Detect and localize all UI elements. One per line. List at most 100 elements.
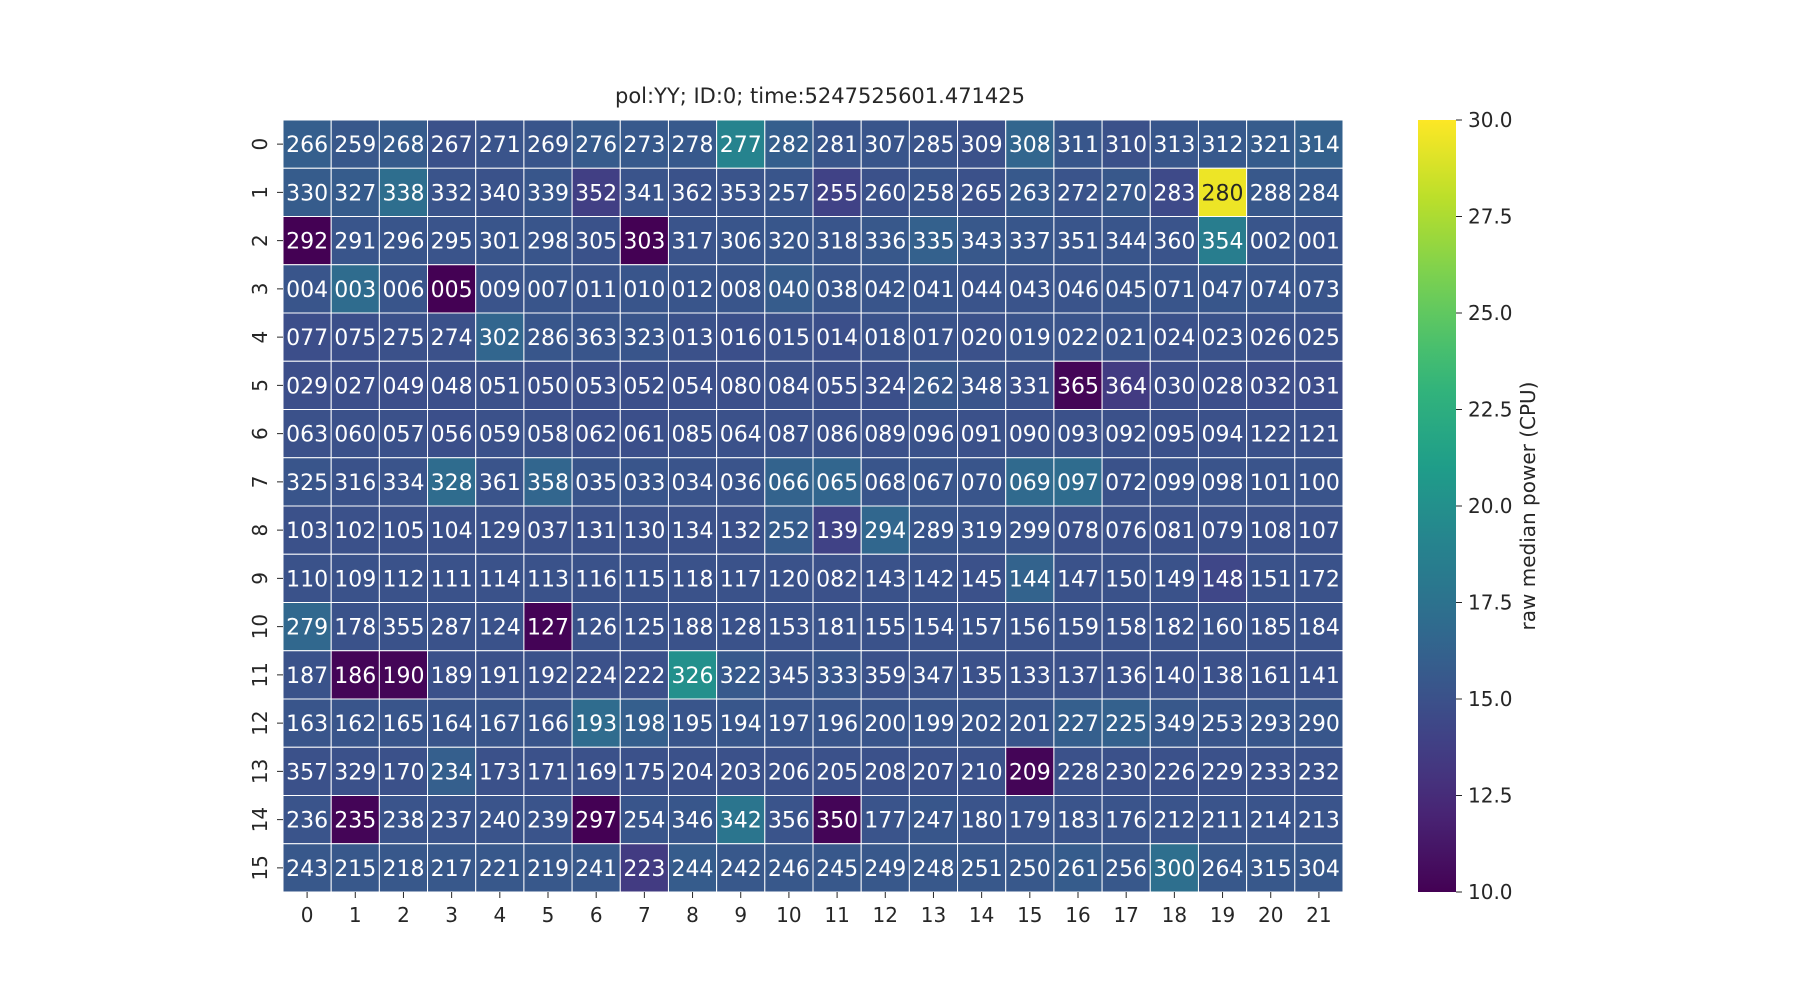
cell-annotation: 215 (334, 857, 376, 882)
cell-annotation: 227 (1057, 712, 1099, 737)
heatmap-cell (908, 843, 959, 893)
heatmap-cell (1053, 312, 1103, 362)
cell-annotation: 161 (1250, 664, 1292, 689)
y-tick-label: 7 (248, 476, 272, 489)
cell-annotation: 210 (961, 760, 1003, 785)
cell-annotation: 245 (816, 857, 858, 882)
cell-annotation: 269 (527, 133, 569, 158)
cell-annotation: 006 (382, 278, 424, 303)
cell-annotation: 045 (1105, 278, 1147, 303)
heatmap-cell (1053, 216, 1103, 266)
heatmap-cell (764, 312, 814, 362)
cell-annotation: 316 (334, 471, 376, 496)
cell-annotation: 290 (1298, 712, 1340, 737)
heatmap-cell (378, 650, 429, 700)
cell-annotation: 288 (1250, 181, 1292, 206)
cell-annotation: 284 (1298, 181, 1340, 206)
heatmap-cell (1246, 843, 1296, 893)
cell-annotation: 109 (334, 567, 376, 592)
heatmap-cell (1294, 650, 1344, 700)
heatmap-cell (571, 602, 621, 652)
heatmap-cell (1294, 553, 1344, 603)
cell-annotation: 026 (1250, 326, 1292, 351)
cell-annotation: 299 (1009, 519, 1051, 544)
y-tick-label: 5 (248, 379, 272, 392)
heatmap-cell (523, 457, 573, 507)
cell-annotation: 143 (864, 567, 906, 592)
heatmap-cell (378, 360, 429, 410)
heatmap-cell (619, 119, 669, 169)
x-tick-label: 17 (1113, 903, 1138, 927)
cell-annotation: 242 (720, 857, 762, 882)
cell-annotation: 308 (1009, 133, 1051, 158)
cell-annotation: 100 (1298, 471, 1340, 496)
cell-annotation: 226 (1153, 760, 1195, 785)
cell-annotation: 333 (816, 664, 858, 689)
cell-annotation: 180 (961, 809, 1003, 834)
heatmap-cell (908, 602, 959, 652)
heatmap-cell (1005, 409, 1055, 459)
heatmap-cell (1294, 312, 1344, 362)
cell-annotation: 054 (672, 374, 714, 399)
cell-annotation: 282 (768, 133, 810, 158)
cell-annotation: 233 (1250, 760, 1292, 785)
heatmap-cell (523, 505, 573, 555)
cell-annotation: 154 (912, 616, 954, 641)
cell-annotation: 327 (334, 181, 376, 206)
cell-annotation: 309 (961, 133, 1003, 158)
cell-annotation: 074 (1250, 278, 1292, 303)
cell-annotation: 296 (382, 230, 424, 255)
cell-annotation: 263 (1009, 181, 1051, 206)
heatmap-cell (1053, 409, 1103, 459)
cell-annotation: 165 (382, 712, 424, 737)
heatmap-cell (716, 553, 766, 603)
cell-annotation: 304 (1298, 857, 1340, 882)
heatmap-cell (667, 312, 718, 362)
x-tick-label: 6 (590, 903, 603, 927)
heatmap-cell (1294, 843, 1344, 893)
heatmap-cell (908, 553, 959, 603)
cell-annotation: 232 (1298, 760, 1340, 785)
y-tick-label: 14 (248, 807, 272, 832)
cell-annotation: 015 (768, 326, 810, 351)
cell-annotation: 314 (1298, 133, 1340, 158)
y-tick-label: 13 (248, 759, 272, 784)
cell-annotation: 205 (816, 760, 858, 785)
x-tick-label: 18 (1162, 903, 1187, 927)
cell-annotation: 194 (720, 712, 762, 737)
heatmap-cell (427, 216, 477, 266)
heatmap-cell (523, 264, 573, 314)
cell-annotation: 065 (816, 471, 858, 496)
heatmap-cell (908, 119, 959, 169)
cell-annotation: 120 (768, 567, 810, 592)
cell-annotation: 099 (1153, 471, 1195, 496)
cell-annotation: 042 (864, 278, 906, 303)
heatmap-cell (716, 409, 766, 459)
cell-annotation: 277 (720, 133, 762, 158)
cell-annotation: 086 (816, 423, 858, 448)
cell-annotation: 250 (1009, 857, 1051, 882)
heatmap-cell (1294, 795, 1344, 845)
cell-annotation: 102 (334, 519, 376, 544)
heatmap-cell (282, 505, 332, 555)
cell-annotation: 076 (1105, 519, 1147, 544)
heatmap-cell (1101, 167, 1151, 217)
cell-annotation: 208 (864, 760, 906, 785)
cell-annotation: 197 (768, 712, 810, 737)
cell-annotation: 230 (1105, 760, 1147, 785)
heatmap-cell (282, 216, 332, 266)
cell-annotation: 238 (382, 809, 424, 834)
heatmap-cell (1149, 457, 1199, 507)
heatmap-cell (1149, 409, 1199, 459)
cell-annotation: 312 (1202, 133, 1244, 158)
heatmap-cell (1005, 360, 1055, 410)
heatmap-cell (475, 167, 525, 217)
heatmap-cell (957, 264, 1007, 314)
heatmap-cell (282, 698, 332, 748)
heatmap-cell (282, 119, 332, 169)
cell-annotation: 043 (1009, 278, 1051, 303)
cell-annotation: 024 (1153, 326, 1195, 351)
cell-annotation: 302 (479, 326, 521, 351)
heatmap-cell (716, 216, 766, 266)
heatmap-cell (860, 553, 910, 603)
